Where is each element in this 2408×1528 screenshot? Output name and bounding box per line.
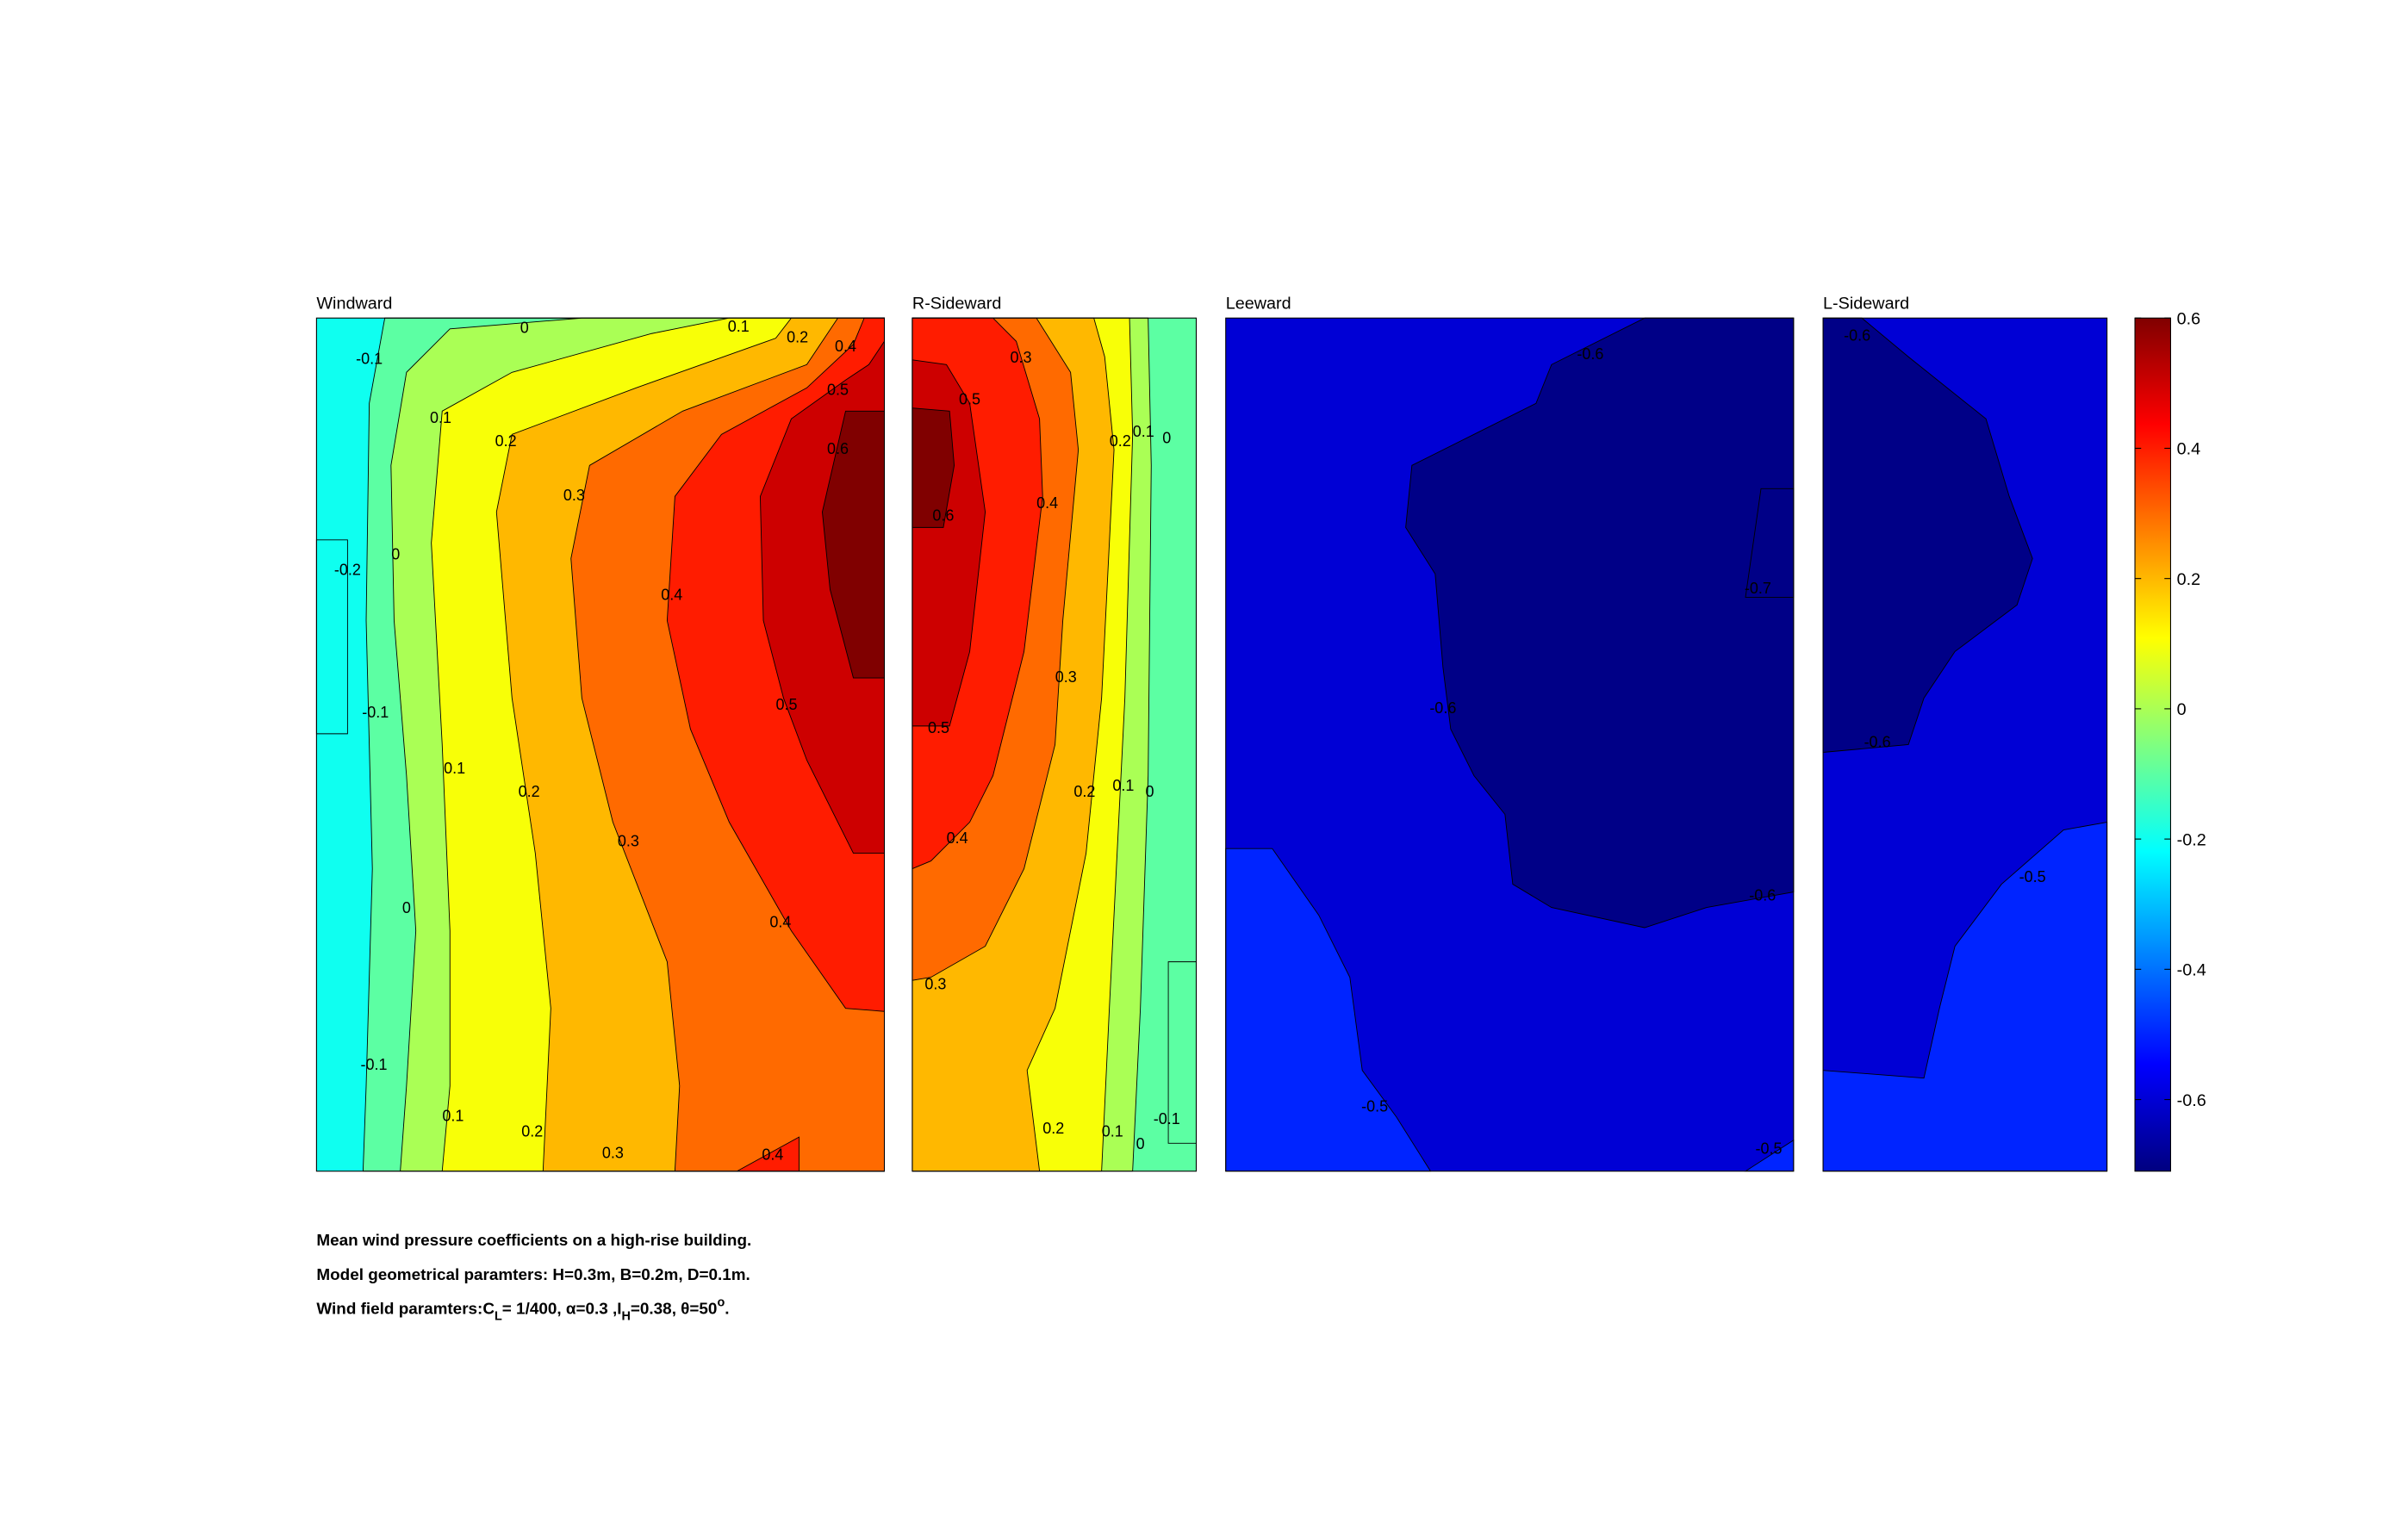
caption-subscript: L xyxy=(495,1310,502,1324)
caption-part: = 1/400, α=0.3 ,I xyxy=(502,1300,622,1318)
contour-label: -0.1 xyxy=(356,351,383,368)
contour-label: 0.3 xyxy=(1055,668,1077,686)
contour-label: 0 xyxy=(520,320,529,337)
colorbar-tick-label: 0.4 xyxy=(2177,440,2201,459)
contour-label: 0.2 xyxy=(1042,1120,1064,1137)
contour-label: -0.7 xyxy=(1745,580,1771,597)
colorbar-tick-label: 0 xyxy=(2177,700,2187,719)
contour-label: -0.6 xyxy=(1429,699,1456,717)
contour-label: -0.5 xyxy=(1361,1098,1388,1115)
contour-label: 0.4 xyxy=(835,338,856,355)
contour-label: 0.4 xyxy=(947,829,968,847)
caption-line: Wind field paramters:CL= 1/400, α=0.3 ,I… xyxy=(316,1295,729,1323)
colorbar-tick-label: 0.2 xyxy=(2177,570,2201,589)
panel-title: L-Sideward xyxy=(1823,294,1909,313)
panel: Leeward -0.6 -0.7 -0.6 -0.6 -0.5 -0.5 xyxy=(1225,294,1795,1172)
contour-label: -0.6 xyxy=(1577,345,1603,363)
contour-label: 0.3 xyxy=(618,833,639,850)
contour-label: 0.1 xyxy=(728,318,750,335)
caption-subscript: H xyxy=(621,1310,630,1324)
panel-title: R-Sideward xyxy=(912,294,1001,313)
contour-label: 0 xyxy=(1145,783,1154,800)
colorbar-tick-label: -0.6 xyxy=(2177,1091,2206,1110)
contour-label: -0.6 xyxy=(1864,733,1891,750)
contour-label: 0 xyxy=(1136,1135,1145,1152)
panel-frame xyxy=(1225,317,1795,1172)
caption-part: . xyxy=(725,1300,729,1318)
contour-label: 0.2 xyxy=(519,783,540,800)
contour-label: 0.4 xyxy=(769,913,791,930)
contour-label: 0.1 xyxy=(430,409,451,426)
contour-label: 0.5 xyxy=(776,696,798,713)
colorbar xyxy=(2134,317,2172,1172)
contour-label: 0.6 xyxy=(827,440,849,457)
contour-label: 0.5 xyxy=(959,390,980,407)
colorbar-tick-label: -0.4 xyxy=(2177,961,2206,980)
contour-label: 0.2 xyxy=(1073,783,1095,800)
contour-label: -0.1 xyxy=(361,1056,388,1073)
contour-label: 0.3 xyxy=(1010,349,1031,366)
contour-region xyxy=(1822,317,2033,753)
colorbar-tick-label: -0.2 xyxy=(2177,830,2206,849)
caption-part: =0.38, θ=50 xyxy=(631,1300,718,1318)
panel: Windward -0.1 0 0.1 0.2 0.4 0.5 0.6 0.1 0.2 0.3 -0.… xyxy=(315,294,886,1172)
contour-label: 0 xyxy=(402,899,411,916)
panel-frame xyxy=(1822,317,2108,1172)
contour-label: 0.4 xyxy=(661,586,682,603)
contour-label: -0.6 xyxy=(1749,887,1776,904)
panel-title: Leeward xyxy=(1226,294,1291,313)
contour-label: 0.4 xyxy=(1036,494,1058,512)
caption-line: Model geometrical paramters: H=0.3m, B=0… xyxy=(316,1266,750,1284)
contour-label: 0.5 xyxy=(827,382,849,399)
contour-label: 0.4 xyxy=(762,1146,783,1163)
panel-frame xyxy=(912,317,1198,1172)
contour-label: 0.2 xyxy=(521,1122,543,1140)
caption-line: Mean wind pressure coefficients on a hig… xyxy=(316,1232,751,1250)
contour-label: 0.3 xyxy=(602,1145,624,1162)
contour-label: 0.2 xyxy=(495,432,517,450)
contour-label: -0.6 xyxy=(1844,327,1870,345)
contour-label: -0.1 xyxy=(1154,1110,1180,1127)
panel-title: Windward xyxy=(316,294,392,313)
contour-label: 0.5 xyxy=(928,719,949,736)
contour-label: 0.3 xyxy=(924,975,946,992)
contour-label: 0.2 xyxy=(787,328,808,345)
caption-part: Wind field paramters:C xyxy=(316,1300,495,1318)
panel: L-Sideward -0.6 -0.6 -0.5 xyxy=(1822,294,2108,1172)
contour-label: -0.1 xyxy=(362,704,389,721)
contour-region xyxy=(1405,317,1795,929)
contour-label: 0.2 xyxy=(1110,432,1131,450)
colorbar-tick-label: 0.6 xyxy=(2177,309,2201,328)
contour-label: -0.5 xyxy=(2019,868,2046,885)
contour-label: 0.1 xyxy=(1133,423,1154,440)
contour-label: 0.3 xyxy=(563,487,585,504)
contour-label: -0.5 xyxy=(1756,1140,1783,1157)
contour-label: -0.2 xyxy=(334,562,361,579)
contour-label: 0 xyxy=(391,546,400,563)
caption-superscript: o xyxy=(717,1295,725,1309)
contour-label: 0.1 xyxy=(1112,777,1134,794)
contour-label: 0.1 xyxy=(442,1107,464,1124)
contour-label: 0.1 xyxy=(1102,1122,1123,1140)
contour-label: 0.6 xyxy=(932,507,954,525)
contour-label: 0.1 xyxy=(444,760,465,777)
contour-label: 0 xyxy=(1162,429,1171,446)
panel-frame xyxy=(315,317,886,1172)
